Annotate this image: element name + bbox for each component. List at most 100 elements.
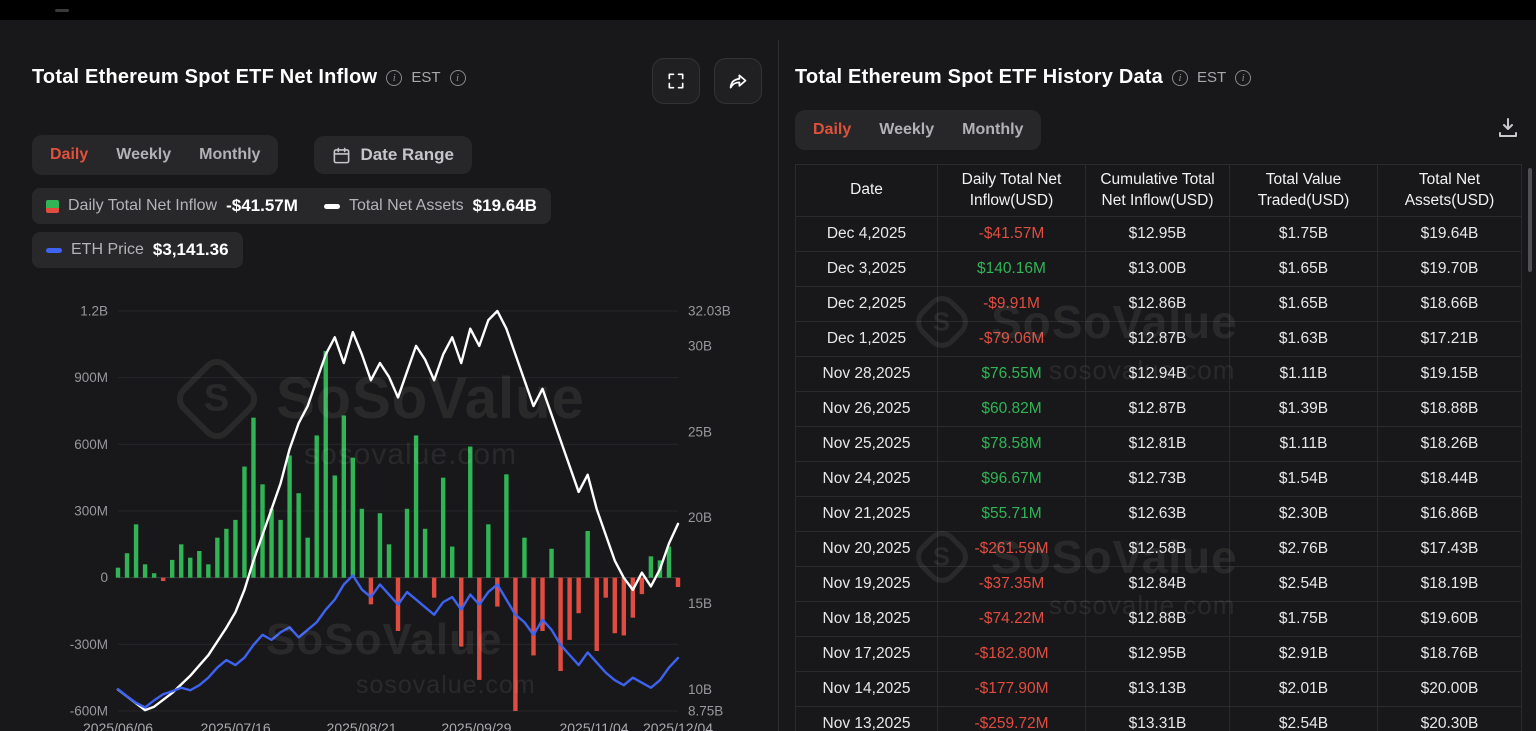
cell-cumulative: $12.87B <box>1085 321 1230 357</box>
est-label: EST <box>1196 69 1227 86</box>
chart-action-buttons <box>652 58 762 104</box>
cell-date: Dec 3,2025 <box>795 251 938 287</box>
fullscreen-icon <box>668 73 684 89</box>
cell-date: Nov 25,2025 <box>795 426 938 462</box>
cell-cumulative: $12.95B <box>1085 636 1230 672</box>
cell-cumulative: $12.58B <box>1085 531 1230 567</box>
calendar-icon <box>334 147 350 163</box>
share-icon <box>729 74 746 88</box>
legend-chip[interactable]: Daily Total Net Inflow -$41.57M Total Net … <box>32 188 551 224</box>
cell-traded: $1.63B <box>1229 321 1378 357</box>
table-row: Nov 13,2025 -$259.72M $13.31B $2.54B $20.30B <box>795 706 1522 731</box>
cell-date: Dec 1,2025 <box>795 321 938 357</box>
svg-text:2025/12/04: 2025/12/04 <box>643 720 713 731</box>
cell-traded: $1.75B <box>1229 601 1378 637</box>
cell-date: Nov 19,2025 <box>795 566 938 602</box>
tab-daily[interactable]: Daily <box>36 138 102 172</box>
table-row: Dec 1,2025 -$79.06M $12.87B $1.63B $17.21B <box>795 321 1522 357</box>
cell-cumulative: $13.31B <box>1085 706 1230 731</box>
est-label: EST <box>411 69 441 86</box>
info-icon[interactable]: i <box>449 69 466 86</box>
cell-traded: $1.39B <box>1229 391 1378 427</box>
table-row: Nov 17,2025 -$182.80M $12.95B $2.91B $18.76B <box>795 636 1522 672</box>
svg-text:15B: 15B <box>688 596 712 611</box>
svg-text:2025/11/04: 2025/11/04 <box>559 720 628 731</box>
main-content: Total Ethereum Spot ETF Net Inflow i EST… <box>0 20 1536 731</box>
cell-date: Nov 14,2025 <box>795 671 938 707</box>
cell-traded: $1.54B <box>1229 461 1378 497</box>
table-row: Nov 14,2025 -$177.90M $13.13B $2.01B $20.00B <box>795 671 1522 707</box>
svg-text:2025/06/06: 2025/06/06 <box>83 720 153 731</box>
svg-text:8.75B: 8.75B <box>688 704 723 719</box>
cell-assets: $18.26B <box>1377 426 1522 462</box>
info-icon[interactable]: i <box>386 69 403 86</box>
legend-label: Total Net Assets <box>348 197 464 214</box>
cell-inflow: $76.55M <box>937 356 1086 392</box>
history-tab-weekly[interactable]: Weekly <box>865 113 948 147</box>
cell-inflow: -$261.59M <box>937 531 1086 567</box>
cell-inflow: -$9.91M <box>937 286 1086 322</box>
history-tab-daily[interactable]: Daily <box>799 113 865 147</box>
cell-date: Nov 21,2025 <box>795 496 938 532</box>
svg-text:600M: 600M <box>74 437 108 452</box>
tab-monthly[interactable]: Monthly <box>185 138 274 172</box>
page-title: Total Ethereum Spot ETF Net Inflow <box>32 66 378 88</box>
cell-date: Nov 18,2025 <box>795 601 938 637</box>
cell-traded: $2.76B <box>1229 531 1378 567</box>
cell-inflow: $96.67M <box>937 461 1086 497</box>
column-header: Date <box>795 164 938 217</box>
left-panel-header: Total Ethereum Spot ETF Net Inflow i EST… <box>32 66 466 89</box>
table-row: Nov 20,2025 -$261.59M $12.58B $2.76B $17.43B <box>795 531 1522 567</box>
legend-chip[interactable]: ETH Price $3,141.36 <box>32 232 243 268</box>
top-bar-dash <box>55 9 69 12</box>
cell-cumulative: $12.94B <box>1085 356 1230 392</box>
cell-inflow: -$259.72M <box>937 706 1086 731</box>
legend-item: ETH Price $3,141.36 <box>46 240 229 260</box>
cell-inflow: -$37.35M <box>937 566 1086 602</box>
column-header: Cumulative Total Net Inflow(USD) <box>1085 164 1230 217</box>
history-table[interactable]: Date Daily Total Net Inflow(USD) Cumulativ… <box>795 164 1522 731</box>
bar-series-icon <box>46 199 59 213</box>
table-row: Nov 26,2025 $60.82M $12.87B $1.39B $18.88B <box>795 391 1522 427</box>
info-icon[interactable]: i <box>1235 69 1252 86</box>
date-range-button[interactable]: Date Range <box>314 136 472 174</box>
top-bar <box>0 0 1536 20</box>
tab-weekly[interactable]: Weekly <box>102 138 185 172</box>
legend-value: -$41.57M <box>226 196 298 215</box>
cell-cumulative: $13.00B <box>1085 251 1230 287</box>
svg-text:1.2B: 1.2B <box>80 304 108 319</box>
panel-divider <box>778 40 779 731</box>
chart[interactable]: 1.2B 900M 600M 300M 0 -300M -600M 32.03B 30B 25B 2… <box>16 287 772 731</box>
cell-cumulative: $13.13B <box>1085 671 1230 707</box>
cell-cumulative: $12.63B <box>1085 496 1230 532</box>
cell-cumulative: $12.95B <box>1085 216 1230 252</box>
cell-traded: $1.65B <box>1229 286 1378 322</box>
legend: Daily Total Net Inflow -$41.57M Total Net … <box>32 188 551 268</box>
svg-text:25B: 25B <box>688 424 712 439</box>
table-scrollbar[interactable] <box>1528 168 1532 272</box>
table-row: Nov 18,2025 -$74.22M $12.88B $1.75B $19.60B <box>795 601 1522 637</box>
cell-assets: $20.00B <box>1377 671 1522 707</box>
info-icon[interactable]: i <box>1171 69 1188 86</box>
table-header-row: Date Daily Total Net Inflow(USD) Cumulativ… <box>795 164 1522 217</box>
cell-assets: $18.76B <box>1377 636 1522 672</box>
net-inflow-chart-svg: 1.2B 900M 600M 300M 0 -300M -600M 32.03B 30B 25B 2… <box>70 304 731 731</box>
line-series-icon <box>46 247 62 253</box>
history-tab-monthly[interactable]: Monthly <box>948 113 1037 147</box>
cell-cumulative: $12.87B <box>1085 391 1230 427</box>
cell-date: Nov 13,2025 <box>795 706 938 731</box>
cell-inflow: -$177.90M <box>937 671 1086 707</box>
fullscreen-button[interactable] <box>652 58 700 104</box>
column-header: Total Net Assets(USD) <box>1377 164 1522 217</box>
download-button[interactable] <box>1496 116 1520 143</box>
svg-text:900M: 900M <box>74 370 108 385</box>
cell-traded: $1.11B <box>1229 426 1378 462</box>
svg-text:20B: 20B <box>688 510 712 525</box>
cell-traded: $2.54B <box>1229 706 1378 731</box>
table-row: Nov 25,2025 $78.58M $12.81B $1.11B $18.26B <box>795 426 1522 462</box>
share-button[interactable] <box>714 58 762 104</box>
cell-inflow: -$74.22M <box>937 601 1086 637</box>
cell-assets: $20.30B <box>1377 706 1522 731</box>
cell-traded: $1.11B <box>1229 356 1378 392</box>
svg-text:30B: 30B <box>688 338 712 353</box>
